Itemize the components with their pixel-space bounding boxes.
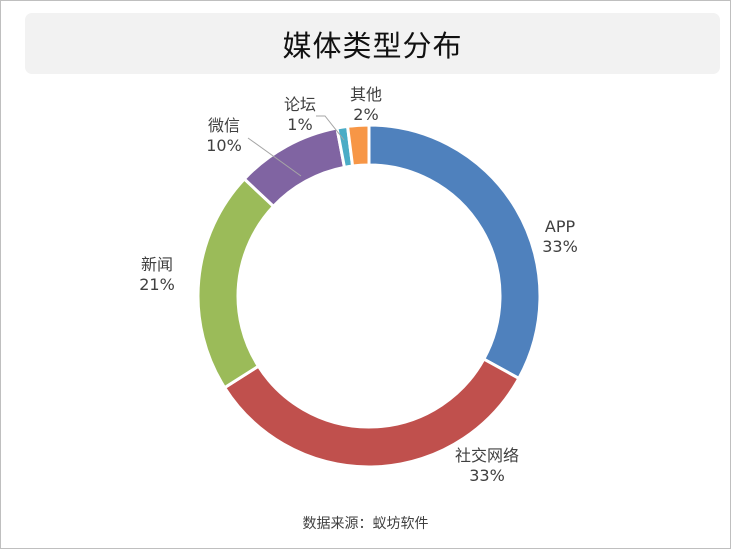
leader-lines-group — [247, 115, 345, 177]
slices-group — [196, 123, 542, 469]
chart-title: 媒体类型分布 — [282, 28, 463, 63]
source-note: 数据来源：蚁坊软件 — [302, 516, 429, 532]
category-label-other: 其他 — [350, 85, 382, 104]
category-label-wechat: 微信 — [208, 116, 240, 135]
value-label-forum: 1% — [287, 115, 312, 134]
slice-news — [196, 176, 276, 390]
category-label-social-network: 社交网络 — [455, 446, 519, 465]
leader-line-wechat — [247, 137, 302, 177]
value-label-wechat: 10% — [206, 136, 242, 155]
value-label-other: 2% — [353, 105, 378, 124]
category-label-news: 新闻 — [141, 255, 173, 274]
leader-line-forum — [316, 115, 345, 141]
title-banner: 媒体类型分布 — [25, 13, 720, 74]
value-label-news: 21% — [139, 275, 175, 294]
category-label-forum: 论坛 — [284, 95, 316, 114]
slice-other — [345, 123, 371, 168]
value-label-social-network: 33% — [469, 466, 505, 485]
slice-wechat — [242, 126, 347, 209]
category-label-app: APP — [545, 217, 576, 236]
slice-app — [367, 123, 542, 381]
value-label-app: 33% — [542, 237, 578, 256]
